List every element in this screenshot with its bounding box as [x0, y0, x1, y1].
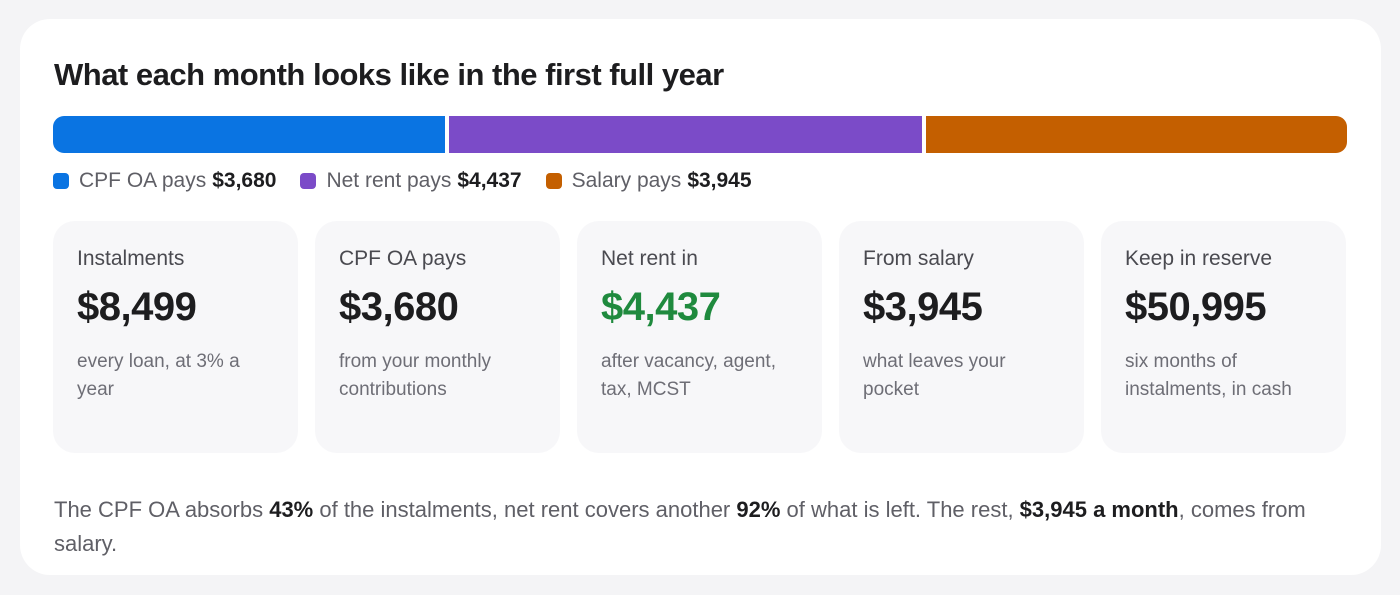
stat-description: after vacancy, agent, tax, MCST — [601, 351, 776, 400]
stat-label: Net rent in — [601, 247, 698, 270]
stat-description: what leaves your pocket — [863, 351, 1006, 400]
stat-value: $50,995 — [1125, 285, 1267, 329]
bar-segment-cpf — [53, 116, 446, 153]
stat-tile-reserve: Keep in reserve $50,995 six months of in… — [1101, 221, 1346, 453]
summary-salary-amount: $3,945 a month — [1019, 497, 1179, 522]
legend-swatch-rent — [300, 173, 317, 189]
stat-tile-cpf-oa: CPF OA pays $3,680 from your monthly con… — [315, 221, 560, 453]
stat-value: $8,499 — [77, 285, 197, 329]
stat-description: six months of instalments, in cash — [1125, 351, 1292, 400]
stat-value: $3,945 — [863, 285, 983, 329]
summary-part: of the instalments, net rent covers anot… — [313, 497, 737, 522]
stat-label: Instalments — [77, 247, 185, 270]
stat-description: from your monthly contributions — [339, 351, 492, 400]
legend-value: $3,680 — [212, 169, 277, 192]
summary-part: The CPF OA absorbs — [54, 497, 270, 522]
bar-segment-rent — [445, 116, 923, 153]
summary-rent-share: 92% — [736, 497, 781, 522]
card-title: What each month looks like in the first … — [54, 57, 724, 92]
stat-label: From salary — [863, 247, 974, 270]
summary-part: of what is left. The rest, — [780, 497, 1020, 522]
monthly-breakdown-card: What each month looks like in the first … — [20, 19, 1381, 575]
stat-tiles: Instalments $8,499 every loan, at 3% a y… — [53, 221, 1346, 453]
stacked-breakdown-bar — [53, 116, 1347, 153]
bar-segment-salary — [922, 116, 1347, 153]
stat-value: $4,437 — [601, 285, 721, 329]
stat-tile-salary: From salary $3,945 what leaves your pock… — [839, 221, 1084, 453]
legend-swatch-cpf — [53, 173, 69, 189]
stat-tile-net-rent: Net rent in $4,437 after vacancy, agent,… — [577, 221, 822, 453]
stat-tile-instalments: Instalments $8,499 every loan, at 3% a y… — [53, 221, 298, 453]
legend-item-cpf: CPF OA pays $3,680 — [53, 169, 276, 193]
summary-cpf-share: 43% — [269, 497, 314, 522]
summary-part: , comes from salary. — [54, 497, 1306, 556]
legend-label: Salary pays — [571, 169, 682, 192]
stat-label: CPF OA pays — [339, 247, 467, 270]
legend-swatch-salary — [545, 173, 562, 189]
legend-item-salary: Salary pays $3,945 — [545, 169, 752, 193]
stat-description: every loan, at 3% a year — [77, 351, 240, 400]
bar-legend: CPF OA pays $3,680 Net rent pays $4,437 … — [53, 169, 752, 193]
summary-text: The CPF OA absorbs 43% of the instalment… — [54, 493, 1344, 561]
legend-item-rent: Net rent pays $4,437 — [300, 169, 522, 193]
legend-value: $3,945 — [687, 169, 752, 192]
stat-value: $3,680 — [339, 285, 459, 329]
legend-label: Net rent pays — [326, 169, 452, 192]
legend-value: $4,437 — [457, 169, 522, 192]
stat-label: Keep in reserve — [1125, 247, 1273, 270]
legend-label: CPF OA pays — [79, 169, 207, 192]
